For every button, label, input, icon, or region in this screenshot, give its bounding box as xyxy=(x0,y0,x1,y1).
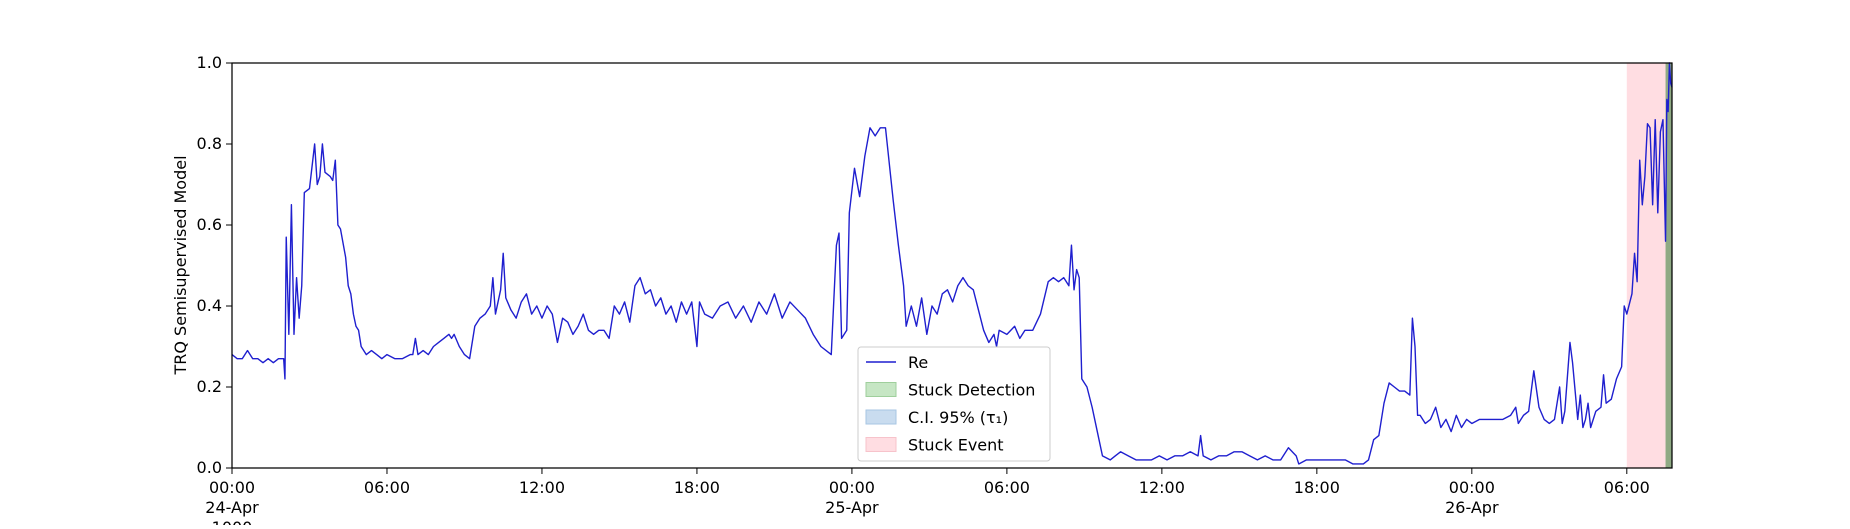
y-tick-label: 0.0 xyxy=(197,458,222,477)
legend-label-stuck-detection: Stuck Detection xyxy=(908,381,1035,400)
x-tick-label: 18:00 xyxy=(674,478,720,497)
x-tick-label: 06:00 xyxy=(1604,478,1650,497)
legend-box xyxy=(857,346,1051,462)
y-tick-label: 0.8 xyxy=(197,134,222,153)
x-tick-label: 00:00 xyxy=(829,478,875,497)
legend-swatch-stuck-detection xyxy=(865,382,897,397)
y-axis-label: TRQ Semisupervised Model xyxy=(171,155,190,375)
y-tick-label: 1.0 xyxy=(197,53,222,72)
x-tick-label: 06:00 xyxy=(364,478,410,497)
series-line-re xyxy=(231,62,1673,465)
legend: Re Stuck Detection C.I. 95% (τ₁) Stuck Even… xyxy=(857,346,1051,462)
x-tick-label: 06:00 xyxy=(984,478,1030,497)
x-tick-label: 00:00 xyxy=(209,478,255,497)
legend-swatch-c-i-95 xyxy=(865,409,897,425)
x-tick-label: 12:00 xyxy=(1139,478,1185,497)
series-layer xyxy=(231,62,1673,465)
x-axis: 00:0024-Apr100006:0012:0018:0000:0025-Ap… xyxy=(205,468,1650,529)
x-tick-label: 1000 xyxy=(212,518,253,525)
x-tick-label: 00:00 xyxy=(1449,478,1495,497)
legend-label-stuck-event: Stuck Event xyxy=(908,436,1004,455)
y-tick-label: 0.4 xyxy=(197,296,222,315)
legend-label-re: Re xyxy=(908,353,928,372)
x-tick-label: 26-Apr xyxy=(1445,498,1499,517)
y-tick-label: 0.2 xyxy=(197,377,222,396)
x-tick-label: 24-Apr xyxy=(205,498,259,517)
plot-frame xyxy=(231,62,1673,469)
y-axis: 0.0 0.2 0.4 0.6 0.8 1.0 xyxy=(197,53,232,477)
y-tick-label: 0.6 xyxy=(197,215,222,234)
legend-label-c-i-95: C.I. 95% (τ₁) xyxy=(908,408,1008,427)
stuck-detection-span xyxy=(1665,63,1672,468)
x-tick-label: 12:00 xyxy=(519,478,565,497)
x-tick-label: 25-Apr xyxy=(825,498,879,517)
legend-swatch-stuck-event xyxy=(865,437,897,452)
x-tick-label: 18:00 xyxy=(1294,478,1340,497)
